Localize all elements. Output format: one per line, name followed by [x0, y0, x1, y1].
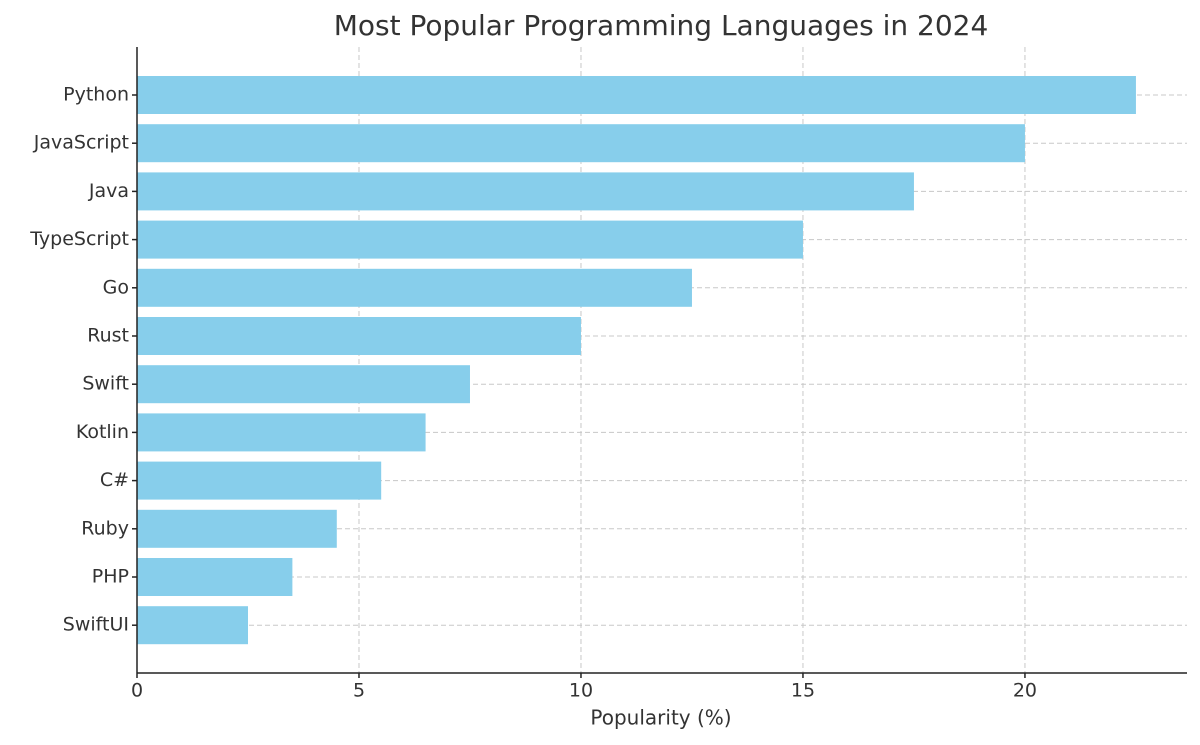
bar: [137, 317, 581, 355]
bar: [137, 365, 470, 404]
y-tick-label: Java: [88, 180, 129, 202]
bar: [137, 172, 914, 211]
x-axis-label: Popularity (%): [590, 706, 731, 730]
x-tick-label: 0: [131, 680, 143, 702]
bar: [137, 413, 426, 452]
chart-title: Most Popular Programming Languages in 20…: [334, 9, 989, 42]
bar: [137, 461, 382, 500]
bar: [137, 76, 1136, 114]
bar: [137, 268, 692, 307]
y-tick-label: Swift: [82, 373, 129, 395]
bar: [137, 220, 803, 259]
y-tick-label: Rust: [87, 325, 129, 347]
y-tick-label: Go: [103, 276, 129, 298]
bar: [137, 558, 293, 596]
x-tick-label: 20: [1013, 680, 1037, 702]
y-tick-label: TypeScript: [29, 228, 129, 250]
bar: [137, 124, 1025, 163]
y-tick-label: Python: [63, 84, 129, 106]
y-tick-label: Kotlin: [76, 421, 129, 443]
y-tick-label: JavaScript: [33, 132, 129, 154]
y-tick-label: SwiftUI: [63, 614, 129, 636]
bar: [137, 606, 248, 645]
x-tick-label: 15: [791, 680, 815, 702]
x-tick-label: 5: [353, 680, 365, 702]
bar: [137, 509, 337, 548]
x-tick-label: 10: [569, 680, 593, 702]
y-tick-label: PHP: [92, 566, 129, 588]
y-tick-label: C#: [100, 469, 129, 491]
y-tick-label: Ruby: [81, 517, 129, 539]
